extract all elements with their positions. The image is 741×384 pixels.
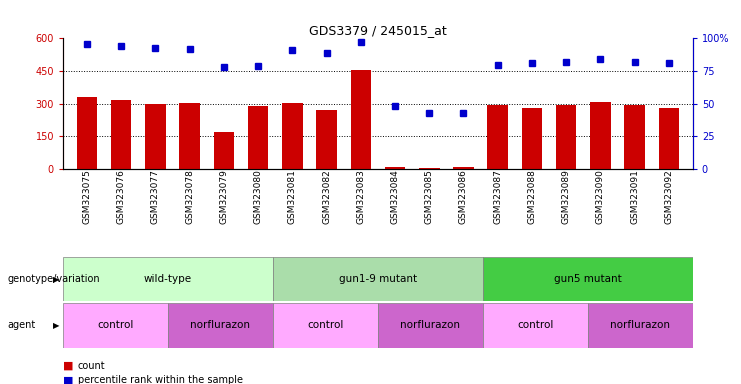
- Text: ▶: ▶: [53, 321, 59, 330]
- Text: GSM323081: GSM323081: [288, 169, 297, 224]
- Bar: [590, 102, 611, 169]
- Bar: [316, 110, 337, 169]
- Bar: [247, 106, 268, 169]
- Text: GSM323076: GSM323076: [116, 169, 126, 224]
- Bar: [385, 167, 405, 169]
- Text: percentile rank within the sample: percentile rank within the sample: [78, 375, 243, 384]
- Bar: [63, 257, 273, 301]
- Bar: [63, 303, 168, 348]
- Bar: [282, 103, 302, 169]
- Bar: [378, 303, 483, 348]
- Text: GSM323083: GSM323083: [356, 169, 365, 224]
- Text: count: count: [78, 361, 105, 371]
- Text: GSM323092: GSM323092: [665, 169, 674, 224]
- Text: gun1-9 mutant: gun1-9 mutant: [339, 274, 417, 285]
- Bar: [179, 103, 200, 169]
- Text: GSM323090: GSM323090: [596, 169, 605, 224]
- Bar: [556, 105, 576, 169]
- Text: GSM323087: GSM323087: [494, 169, 502, 224]
- Bar: [419, 168, 439, 169]
- Text: GSM323075: GSM323075: [82, 169, 91, 224]
- Bar: [76, 97, 97, 169]
- Text: GSM323077: GSM323077: [151, 169, 160, 224]
- Text: GSM323080: GSM323080: [253, 169, 262, 224]
- Bar: [659, 108, 679, 169]
- Text: control: control: [517, 320, 554, 331]
- Text: norflurazon: norflurazon: [611, 320, 671, 331]
- Text: GSM323085: GSM323085: [425, 169, 433, 224]
- Text: GSM323084: GSM323084: [391, 169, 399, 224]
- Title: GDS3379 / 245015_at: GDS3379 / 245015_at: [309, 24, 447, 37]
- Text: ■: ■: [63, 375, 73, 384]
- Text: norflurazon: norflurazon: [400, 320, 460, 331]
- Bar: [273, 303, 378, 348]
- Bar: [111, 100, 131, 169]
- Bar: [273, 257, 483, 301]
- Bar: [350, 70, 371, 169]
- Text: GSM323091: GSM323091: [630, 169, 639, 224]
- Bar: [483, 257, 693, 301]
- Bar: [588, 303, 693, 348]
- Bar: [453, 167, 473, 169]
- Text: ▶: ▶: [53, 275, 59, 284]
- Bar: [483, 303, 588, 348]
- Text: gun5 mutant: gun5 mutant: [554, 274, 622, 285]
- Text: GSM323089: GSM323089: [562, 169, 571, 224]
- Bar: [625, 105, 645, 169]
- Bar: [522, 108, 542, 169]
- Bar: [213, 132, 234, 169]
- Text: GSM323082: GSM323082: [322, 169, 331, 224]
- Bar: [168, 303, 273, 348]
- Text: control: control: [97, 320, 133, 331]
- Bar: [145, 104, 166, 169]
- Text: agent: agent: [7, 320, 36, 331]
- Text: norflurazon: norflurazon: [190, 320, 250, 331]
- Text: GSM323088: GSM323088: [528, 169, 536, 224]
- Text: ■: ■: [63, 361, 73, 371]
- Text: GSM323079: GSM323079: [219, 169, 228, 224]
- Text: control: control: [308, 320, 344, 331]
- Text: GSM323086: GSM323086: [459, 169, 468, 224]
- Text: genotype/variation: genotype/variation: [7, 274, 100, 285]
- Text: wild-type: wild-type: [144, 274, 192, 285]
- Bar: [488, 105, 508, 169]
- Text: GSM323078: GSM323078: [185, 169, 194, 224]
